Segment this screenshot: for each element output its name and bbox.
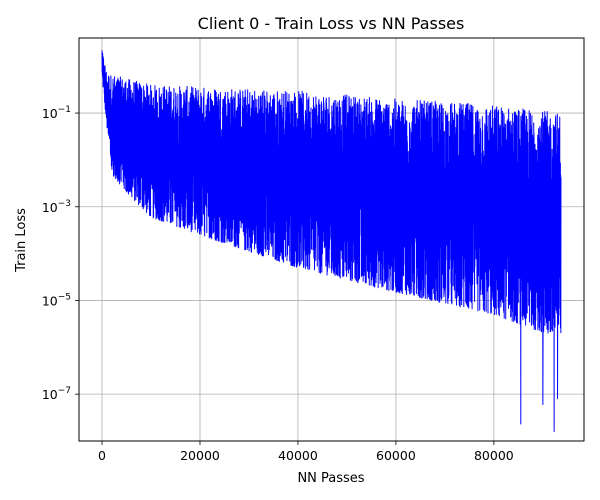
x-axis: 0 20000 40000 60000 80000 xyxy=(98,441,514,463)
y-tick-label: 10−3 xyxy=(42,199,71,215)
y-axis: 10−1 10−3 10−5 10−7 xyxy=(42,105,79,402)
y-tick-label: 10−5 xyxy=(42,292,71,308)
series-line xyxy=(101,50,562,432)
plot-frame xyxy=(78,37,585,442)
y-axis-label: Train Loss xyxy=(14,208,29,273)
chart-title: Client 0 - Train Loss vs NN Passes xyxy=(198,14,465,33)
y-tick-label: 10−7 xyxy=(42,386,71,402)
x-axis-label: NN Passes xyxy=(297,471,364,486)
y-tick-label: 10−1 xyxy=(42,105,71,121)
x-tick-label: 40000 xyxy=(278,448,318,463)
x-tick-label: 60000 xyxy=(376,448,416,463)
series-loss xyxy=(101,50,562,432)
x-tick-label: 80000 xyxy=(474,448,514,463)
x-tick-label: 0 xyxy=(98,448,106,463)
x-tick-label: 20000 xyxy=(180,448,220,463)
